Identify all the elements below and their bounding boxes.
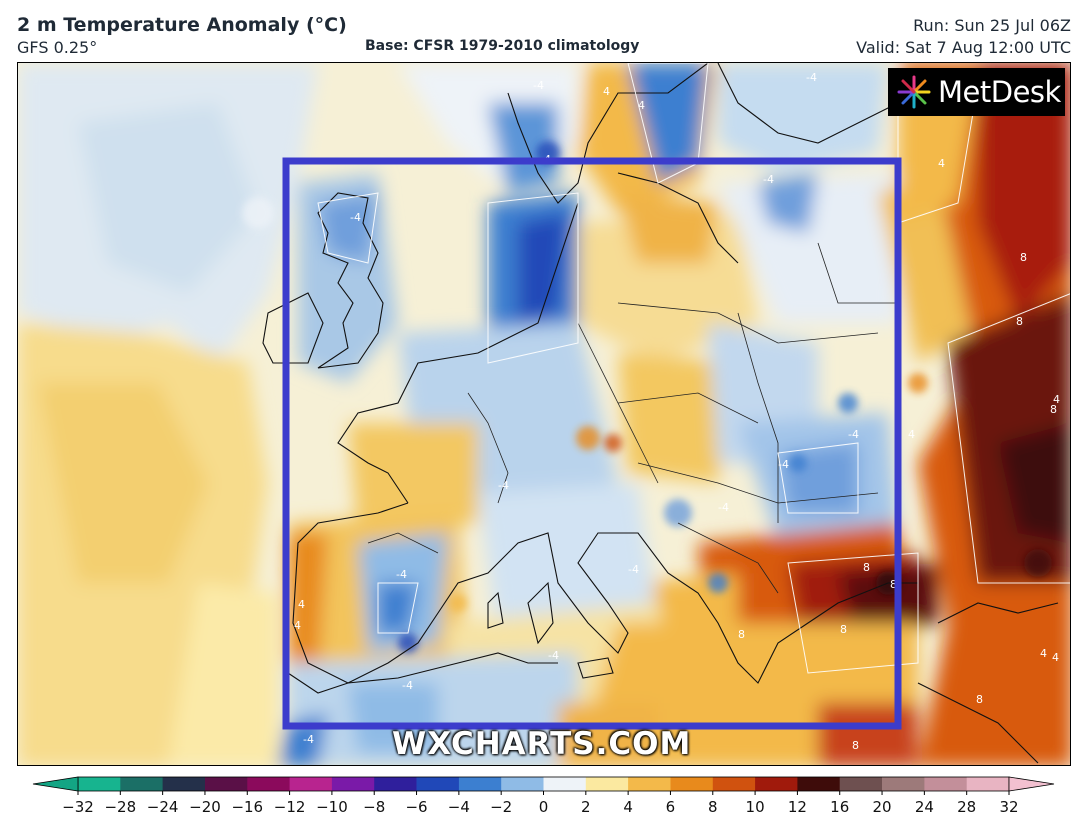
colorbar-segment: [966, 777, 1010, 791]
colorbar-ticks: −32 −28 −24 −20 −16 −12 −10 −8 −6 −4 −2 0 2 4 6 8 10 12 16…: [62, 791, 1019, 816]
contour-label-group: -4 4 -4 -4 -4 4 -4 4 8 8 -4 4 -4 8 4 -4 …: [294, 71, 1060, 752]
colorbar-segment: [120, 777, 164, 791]
colorbar-segment: [585, 777, 629, 791]
contour-label: 8: [976, 693, 983, 706]
colorbar-tick-label: 4: [623, 798, 633, 816]
colorbar-segment: [797, 777, 841, 791]
metdesk-logo: MetDesk: [888, 68, 1065, 116]
colorbar-segment: [839, 777, 883, 791]
contour-label: 4: [638, 99, 645, 112]
colorbar-segments: [77, 776, 1010, 792]
contour-label: 8: [852, 739, 859, 752]
colorbar-tick-label: −10: [316, 798, 348, 816]
contour-label: -4: [533, 79, 544, 92]
colorbar-segment: [670, 777, 714, 791]
colorbar-tick-label: −12: [274, 798, 306, 816]
map-canvas: -4 4 -4 -4 -4 4 -4 4 8 8 -4 4 -4 8 4 -4 …: [18, 63, 1070, 765]
colorbar-tick-label: −4: [448, 798, 470, 816]
contour-label: -4: [778, 458, 789, 471]
colorbar-tick-label: −28: [104, 798, 136, 816]
highlight-box: [282, 157, 902, 730]
contour-label: -4: [806, 71, 817, 84]
colorbar-segment: [543, 777, 587, 791]
colorbar-tick-label: −8: [363, 798, 385, 816]
colorbar-segment: [331, 777, 375, 791]
contour-label: 8: [738, 628, 745, 641]
colorbar-tick-label: 12: [788, 798, 807, 816]
colorbar-tick-label: 2: [581, 798, 591, 816]
contour-label: 4: [294, 619, 301, 632]
model-name: GFS 0.25°: [17, 38, 98, 57]
colorbar-tick-label: 0: [539, 798, 549, 816]
contour-label: 4: [1053, 393, 1060, 406]
colorbar-segment: [416, 777, 460, 791]
contour-label: 8: [1016, 315, 1023, 328]
run-time: Run: Sun 25 Jul 06Z: [913, 16, 1071, 35]
colorbar-segment: [205, 777, 248, 791]
contour-label: 8: [863, 561, 870, 574]
coastlines: [262, 63, 1059, 764]
valid-time: Valid: Sat 7 Aug 12:00 UTC: [856, 38, 1071, 57]
logo-text: MetDesk: [938, 75, 1061, 109]
contour-label: 4: [603, 85, 610, 98]
contour-label: 4: [908, 428, 915, 441]
contour-label: -4: [848, 428, 859, 441]
base-climatology: Base: CFSR 1979-2010 climatology: [365, 38, 640, 54]
contour-label: -4: [402, 679, 413, 692]
colorbar-segment: [501, 777, 545, 791]
chart-title: 2 m Temperature Anomaly (°C): [17, 14, 347, 36]
colorbar-segment: [924, 777, 968, 791]
colorbar-segment: [78, 777, 121, 791]
contour-label: -4: [628, 563, 639, 576]
colorbar-tick-label: 20: [872, 798, 891, 816]
colorbar-tick-label: −24: [147, 798, 179, 816]
colorbar-segment: [458, 777, 502, 791]
colorbar-tick-label: 16: [830, 798, 849, 816]
colorbar-tick-label: 6: [666, 798, 676, 816]
contour-label: -4: [763, 173, 774, 186]
colorbar-segment: [374, 777, 418, 791]
colorbar-segment: [712, 777, 756, 791]
colorbar-segment: [882, 777, 925, 791]
colorbar-segment: [755, 777, 798, 791]
contour-label: 8: [890, 578, 897, 591]
colorbar-tick-label: −20: [189, 798, 221, 816]
colorbar-tick-label: 28: [957, 798, 976, 816]
colorbar-tick-label: −16: [231, 798, 263, 816]
colorbar-tick-label: −2: [490, 798, 512, 816]
anomaly-field: [18, 63, 1070, 765]
contour-label: 4: [1052, 651, 1059, 664]
colorbar-tick-label: 8: [708, 798, 718, 816]
contour-label: 4: [938, 157, 945, 170]
colorbar: −32 −28 −24 −20 −16 −12 −10 −8 −6 −4 −2 0 2 4 6 8 10 12 16…: [32, 776, 1055, 816]
contour-label: -4: [548, 649, 559, 662]
colorbar-tick-label: 10: [746, 798, 765, 816]
contour-label: -4: [396, 568, 407, 581]
contour-label: 8: [1020, 251, 1027, 264]
contour-label: 8: [1050, 403, 1057, 416]
contour-label: -4: [718, 501, 729, 514]
colorbar-tick-label: −32: [62, 798, 94, 816]
colorbar-segment: [162, 777, 206, 791]
contour-label: 4: [298, 598, 305, 611]
colorbar-tick-label: 24: [915, 798, 934, 816]
colorbar-left-arrow: [32, 776, 79, 792]
contour-label: 8: [840, 623, 847, 636]
colorbar-segment: [628, 777, 671, 791]
watermark: WXCHARTS.COM: [392, 726, 692, 762]
anomaly-map[interactable]: -4 4 -4 -4 -4 4 -4 4 8 8 -4 4 -4 8 4 -4 …: [17, 62, 1071, 766]
contour-label: -4: [350, 211, 361, 224]
contour-label: -4: [303, 733, 314, 746]
contour-label: 4: [1040, 647, 1047, 660]
colorbar-segment: [289, 777, 333, 791]
colorbar-tick-label: −6: [405, 798, 427, 816]
colorbar-right-arrow: [1008, 776, 1055, 792]
country-borders: [367, 242, 898, 594]
sunburst-icon: [897, 75, 931, 109]
contour-label: -4: [498, 479, 509, 492]
colorbar-tick-label: 32: [999, 798, 1018, 816]
colorbar-segment: [247, 777, 291, 791]
